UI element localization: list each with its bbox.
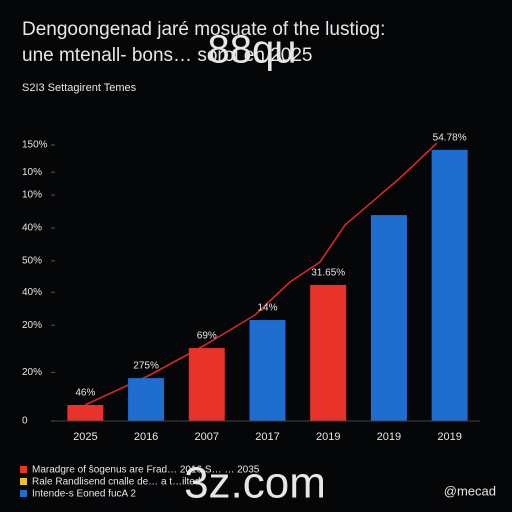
x-tick-label: 2025 [73, 431, 97, 443]
trend-line [84, 142, 438, 406]
y-tick-label: 150% [22, 140, 48, 151]
legend-swatch [20, 490, 27, 497]
annotation: 69% [197, 331, 217, 342]
annotation: 46% [75, 388, 95, 399]
y-tick-label: 20% [22, 367, 42, 378]
credit: @mecad [444, 483, 496, 498]
legend-label: Intende-s Eoned fucA 2 [32, 489, 136, 500]
bar [188, 348, 225, 421]
annotation: 275% [133, 361, 159, 372]
bar [249, 320, 286, 421]
annotation: 14% [257, 303, 277, 314]
chart-title: une mtenall- bons… sorol en 2025 [22, 45, 312, 66]
watermark: 3z.com [184, 459, 326, 508]
y-tick-label: 20% [22, 320, 42, 331]
legend-label: Rale Randlisend cnalle de… a t…ilted [32, 477, 200, 488]
x-tick-label: 2019 [377, 431, 401, 443]
x-tick-label: 2007 [195, 431, 219, 443]
bar [310, 284, 347, 421]
bar [431, 149, 468, 421]
legend-swatch [20, 466, 27, 473]
chart-subtitle: S2I3 Settagirent Temes [22, 82, 137, 94]
x-tick-label: 2019 [437, 431, 461, 443]
bar [128, 378, 165, 421]
x-tick-label: 2016 [134, 431, 158, 443]
chart-title: Dengoongenad jaré mosuate of the lustiog… [22, 19, 385, 40]
watermark: 88qu [208, 28, 297, 72]
y-tick-label: 10% [22, 167, 42, 178]
y-tick-label: 10% [22, 190, 42, 201]
y-tick-label: 0 [22, 416, 28, 427]
x-tick-label: 2017 [255, 431, 279, 443]
y-tick-label: 40% [22, 287, 42, 298]
bar [370, 215, 407, 421]
y-tick-label: 40% [22, 223, 42, 234]
x-tick-label: 2019 [316, 431, 340, 443]
legend-label: Maradgre of ŝogenus are Frad… 2016 S… … … [32, 465, 260, 476]
bar [67, 404, 104, 421]
legend-swatch [20, 478, 27, 485]
annotation: 31.65% [311, 268, 345, 279]
y-tick-label: 50% [22, 255, 42, 266]
annotation: 54.78% [433, 133, 467, 144]
